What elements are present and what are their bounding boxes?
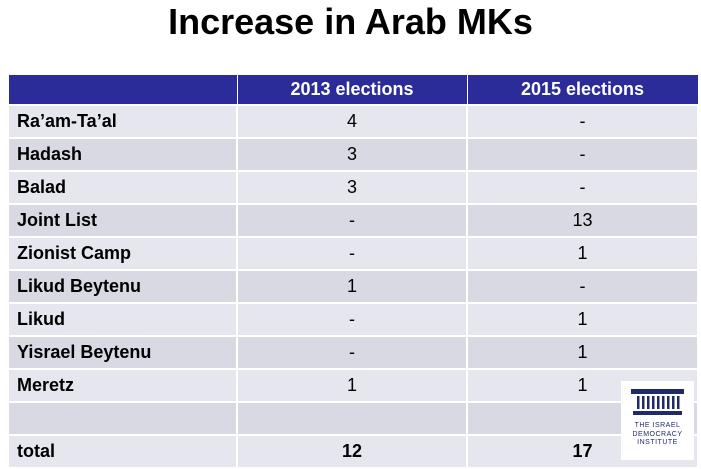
party-name: Joint List bbox=[7, 203, 238, 238]
value-2015: 13 bbox=[466, 203, 699, 238]
table-row-total: total 12 17 bbox=[7, 434, 699, 469]
party-name: Ra’am-Ta’al bbox=[7, 104, 238, 139]
party-name: Hadash bbox=[7, 137, 238, 172]
value-2015: 1 bbox=[466, 236, 699, 271]
table-row: Ra’am-Ta’al 4 - bbox=[7, 104, 699, 139]
value-2013: 3 bbox=[236, 137, 468, 172]
total-label: total bbox=[7, 434, 238, 469]
value-2015: - bbox=[466, 269, 699, 304]
party-name: Yisrael Beytenu bbox=[7, 335, 238, 370]
party-name: Likud bbox=[7, 302, 238, 337]
page-title: Increase in Arab MKs bbox=[168, 1, 533, 42]
party-name: Zionist Camp bbox=[7, 236, 238, 271]
logo-line-1: THE ISRAEL bbox=[634, 422, 681, 429]
value-2013: - bbox=[236, 203, 468, 238]
value-2015: - bbox=[466, 104, 699, 139]
value-2015: - bbox=[466, 170, 699, 205]
table-row: Yisrael Beytenu - 1 bbox=[7, 335, 699, 370]
party-name: Meretz bbox=[7, 368, 238, 403]
value-2013: - bbox=[236, 236, 468, 271]
party-name bbox=[7, 401, 238, 436]
value-2013: - bbox=[236, 302, 468, 337]
value-2013 bbox=[236, 401, 468, 436]
results-table: 2013 elections 2015 elections Ra’am-Ta’a… bbox=[7, 74, 699, 469]
total-2013: 12 bbox=[236, 434, 468, 469]
value-2013: 4 bbox=[236, 104, 468, 139]
value-2013: - bbox=[236, 335, 468, 370]
table-row: Balad 3 - bbox=[7, 170, 699, 205]
table-row: Zionist Camp - 1 bbox=[7, 236, 699, 271]
table-row: Joint List - 13 bbox=[7, 203, 699, 238]
table-row-empty bbox=[7, 401, 699, 436]
value-2013: 1 bbox=[236, 269, 468, 304]
value-2015: 1 bbox=[466, 302, 699, 337]
value-2013: 1 bbox=[236, 368, 468, 403]
israel-democracy-institute-logo: THE ISRAEL DEMOCRACY INSTITUTE bbox=[621, 381, 694, 460]
table-row: Hadash 3 - bbox=[7, 137, 699, 172]
table-header-row: 2013 elections 2015 elections bbox=[7, 74, 699, 106]
party-name: Likud Beytenu bbox=[7, 269, 238, 304]
header-2015: 2015 elections bbox=[466, 74, 699, 106]
value-2015: 1 bbox=[466, 335, 699, 370]
logo-line-3: INSTITUTE bbox=[637, 439, 678, 446]
value-2015: - bbox=[466, 137, 699, 172]
logo-text: THE ISRAEL DEMOCRACY INSTITUTE bbox=[621, 422, 694, 448]
value-2013: 3 bbox=[236, 170, 468, 205]
table-row: Meretz 1 1 bbox=[7, 368, 699, 403]
logo-line-2: DEMOCRACY bbox=[632, 430, 683, 438]
header-blank bbox=[7, 74, 238, 106]
header-2013: 2013 elections bbox=[236, 74, 468, 106]
institute-building-icon bbox=[631, 389, 684, 415]
party-name: Balad bbox=[7, 170, 238, 205]
table-row: Likud Beytenu 1 - bbox=[7, 269, 699, 304]
table-row: Likud - 1 bbox=[7, 302, 699, 337]
